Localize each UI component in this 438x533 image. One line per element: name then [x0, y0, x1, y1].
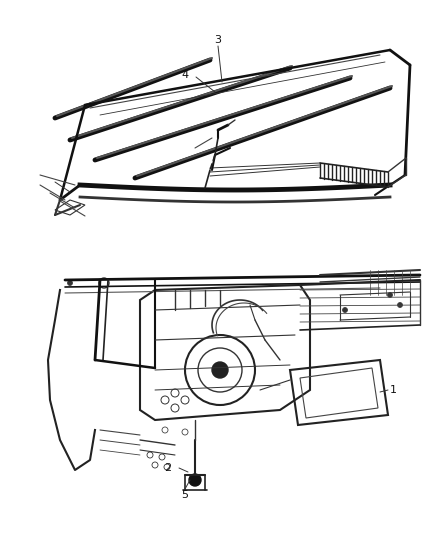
Circle shape [189, 474, 201, 486]
Circle shape [388, 293, 392, 297]
Circle shape [398, 303, 403, 308]
Circle shape [343, 308, 347, 312]
Text: 4: 4 [181, 70, 189, 80]
Text: 1: 1 [389, 385, 396, 395]
Text: 2: 2 [164, 463, 172, 473]
Circle shape [67, 280, 73, 286]
Text: 3: 3 [215, 35, 222, 45]
Text: 5: 5 [181, 490, 188, 500]
Circle shape [212, 362, 228, 378]
